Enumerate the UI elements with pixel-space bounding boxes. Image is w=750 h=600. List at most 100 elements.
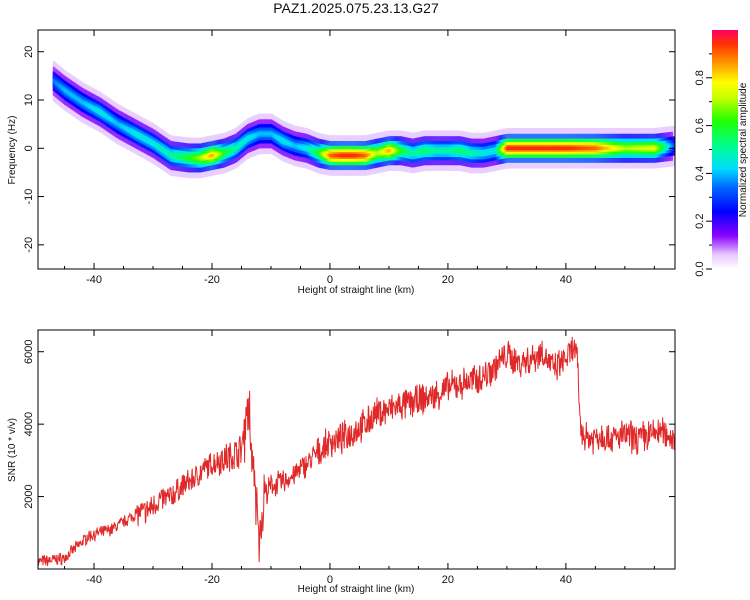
spectrogram-cell: [295, 144, 298, 148]
spectrogram-cell: [189, 156, 192, 160]
spectrogram-cell: [157, 145, 160, 149]
spectrogram-cell: [131, 130, 133, 134]
spectrogram-cell: [95, 108, 97, 112]
spectrogram-cell: [207, 154, 209, 159]
spectrogram-cell: [482, 151, 484, 155]
spectrogram-cell: [60, 85, 63, 90]
spectrogram-cell: [198, 156, 201, 160]
spectrogram-cell: [214, 153, 217, 157]
spectrogram-cell: [285, 140, 288, 145]
spectrogram-cell: [545, 146, 548, 150]
spectrogram-cell: [671, 144, 674, 148]
spectrogram-cell: [454, 149, 457, 153]
spectrogram-cell: [279, 137, 282, 141]
spectrogram-cell: [302, 146, 305, 150]
spectrogram-cell: [255, 133, 258, 137]
spectrogram-cell: [467, 150, 470, 155]
spectrogram-cell: [351, 153, 354, 158]
spectrogram-cell: [650, 146, 652, 150]
spectrogram-cell: [218, 152, 221, 156]
spectrogram-cell: [585, 146, 588, 150]
spectrogram-cell: [630, 146, 633, 150]
spectrogram-cell: [428, 149, 431, 153]
spectrogram-cell: [376, 151, 379, 155]
spectrogram-cell: [72, 94, 75, 99]
spectrogram-cell: [336, 153, 339, 158]
spectrogram-cell: [574, 146, 577, 150]
spectrogram-cell: [463, 149, 466, 154]
spectrogram-cell: [464, 150, 467, 154]
spectrogram-cell: [508, 146, 511, 150]
spectrogram-cell: [561, 146, 564, 150]
spectrogram-cell: [350, 153, 353, 158]
spectrogram-cell: [322, 152, 325, 156]
spectrogram-cell: [504, 146, 507, 151]
spectrogram-cell: [601, 146, 604, 150]
spectrogram-cell: [352, 153, 355, 158]
spectrogram-cell: [97, 109, 100, 113]
spectrogram-cell: [287, 141, 290, 146]
spectrogram-cell: [672, 144, 675, 148]
spectrogram-cell: [515, 146, 518, 150]
spectrogram-cell: [609, 146, 611, 150]
spectrogram-cell: [259, 132, 262, 136]
spectrogram-cell: [538, 146, 540, 150]
spectrogram-cell: [82, 101, 85, 105]
spectrogram-cell: [203, 155, 206, 159]
spectrogram-cell: [249, 135, 252, 140]
spectrogram-cell: [615, 146, 618, 150]
spectrogram-cell: [337, 153, 340, 158]
spectrogram-cell: [646, 146, 649, 150]
spectrogram-cell: [335, 153, 338, 158]
spectrogram-cell: [541, 146, 544, 150]
spectrogram-cell: [355, 153, 358, 158]
spectrogram-cell: [550, 146, 553, 150]
spectrogram-cell: [111, 118, 114, 122]
spectrogram-cell: [566, 146, 569, 150]
spectrogram-cell: [495, 148, 498, 153]
spectrogram-cell: [281, 139, 284, 143]
spectrogram-cell: [579, 146, 582, 150]
spectrogram-cell: [392, 149, 395, 153]
spectrogram-cell: [109, 117, 112, 122]
spectrogram-cell: [152, 141, 155, 146]
spectrogram-cell: [141, 135, 143, 139]
spectrogram-cell: [98, 110, 101, 114]
spectrogram-cell: [492, 149, 494, 153]
spectrogram-cell: [213, 153, 216, 157]
spectrogram-cell: [172, 154, 175, 158]
spectrogram-cell: [86, 103, 89, 107]
spectrogram-cell: [513, 146, 516, 150]
spectrogram-cell: [286, 141, 289, 145]
spectrogram-cell: [473, 151, 476, 155]
spectrogram-cell: [177, 154, 180, 159]
spectrogram-cell: [666, 145, 669, 149]
colorbar-ticks: 0.0 0.2 0.4 0.6 0.8: [694, 53, 712, 277]
spectrogram-cell: [87, 103, 90, 108]
spectrogram-cell: [558, 146, 560, 150]
spectrogram-cell: [449, 149, 452, 153]
spectrogram-cell: [596, 146, 599, 150]
spectrogram-cell: [605, 146, 608, 150]
spectrogram-cell: [429, 149, 432, 153]
spectrogram-x-tick-label: -20: [204, 274, 220, 286]
spectrogram-cell: [78, 98, 81, 103]
spectrogram-cell: [342, 153, 345, 158]
spectrogram-cell: [418, 150, 421, 154]
spectrogram-cell: [144, 137, 147, 142]
spectrogram-cell: [436, 149, 438, 153]
spectrogram-cell: [627, 146, 630, 150]
spectrogram-cell: [197, 156, 199, 160]
spectrogram-cell: [622, 146, 625, 150]
spectrogram-cell: [406, 150, 409, 154]
spectrogram-cell: [362, 153, 365, 158]
spectrogram-cell: [274, 134, 277, 138]
spectrogram-cell: [66, 90, 69, 94]
spectrogram-cell: [220, 151, 223, 156]
spectrogram-cell: [422, 149, 425, 153]
spectrogram-cell: [199, 156, 202, 160]
spectrogram-x-tick-label: 0: [327, 274, 333, 286]
spectrogram-cell: [490, 149, 493, 154]
spectrogram-cell: [575, 146, 578, 150]
